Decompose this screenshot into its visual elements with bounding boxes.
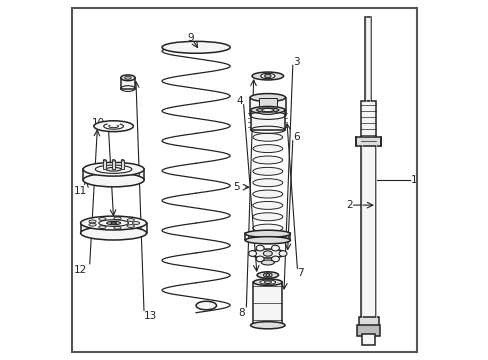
- Text: 7: 7: [297, 268, 304, 278]
- Bar: [355, 137, 381, 146]
- Ellipse shape: [81, 226, 146, 240]
- Bar: [244, 233, 290, 240]
- Ellipse shape: [114, 217, 121, 220]
- Ellipse shape: [260, 280, 275, 284]
- Ellipse shape: [252, 202, 282, 210]
- Bar: [112, 160, 115, 169]
- Ellipse shape: [259, 109, 276, 114]
- Bar: [360, 144, 376, 318]
- Ellipse shape: [244, 230, 290, 237]
- Bar: [121, 160, 124, 169]
- Ellipse shape: [252, 133, 282, 141]
- Ellipse shape: [265, 274, 269, 276]
- Ellipse shape: [252, 224, 282, 232]
- Ellipse shape: [124, 76, 131, 79]
- Bar: [253, 282, 282, 325]
- Ellipse shape: [99, 226, 106, 229]
- Ellipse shape: [244, 237, 290, 244]
- Ellipse shape: [279, 251, 286, 256]
- Text: 5: 5: [233, 182, 240, 192]
- Ellipse shape: [252, 122, 282, 130]
- Ellipse shape: [261, 108, 273, 112]
- Bar: [103, 160, 106, 169]
- Ellipse shape: [257, 272, 278, 278]
- Ellipse shape: [252, 213, 282, 221]
- Ellipse shape: [263, 251, 272, 256]
- Ellipse shape: [256, 108, 279, 112]
- Ellipse shape: [252, 111, 282, 118]
- Ellipse shape: [83, 173, 144, 187]
- Ellipse shape: [121, 75, 135, 81]
- Ellipse shape: [99, 217, 106, 220]
- Ellipse shape: [260, 73, 274, 79]
- Ellipse shape: [263, 273, 271, 277]
- Bar: [261, 253, 274, 262]
- Ellipse shape: [252, 179, 282, 187]
- Ellipse shape: [252, 190, 282, 198]
- Text: 3: 3: [292, 57, 299, 67]
- Ellipse shape: [121, 159, 124, 161]
- Ellipse shape: [81, 216, 146, 230]
- Ellipse shape: [132, 222, 140, 225]
- Bar: [259, 98, 276, 112]
- Polygon shape: [107, 123, 119, 126]
- Text: 12: 12: [74, 265, 87, 275]
- Ellipse shape: [103, 123, 123, 129]
- Ellipse shape: [127, 225, 134, 228]
- Text: 10: 10: [92, 118, 105, 128]
- Ellipse shape: [251, 72, 283, 80]
- Ellipse shape: [94, 121, 133, 132]
- Ellipse shape: [89, 220, 96, 223]
- Ellipse shape: [252, 156, 282, 164]
- Ellipse shape: [252, 99, 282, 107]
- Ellipse shape: [252, 167, 282, 175]
- Ellipse shape: [114, 226, 121, 229]
- Text: 9: 9: [187, 33, 194, 43]
- Bar: [362, 334, 374, 345]
- Bar: [357, 325, 379, 336]
- Bar: [358, 317, 378, 327]
- Ellipse shape: [250, 321, 285, 329]
- Bar: [365, 17, 370, 101]
- Text: 1: 1: [410, 175, 417, 185]
- Bar: [81, 223, 146, 233]
- Ellipse shape: [89, 223, 96, 226]
- Ellipse shape: [127, 219, 134, 221]
- Text: 2: 2: [346, 200, 353, 210]
- Ellipse shape: [162, 41, 230, 53]
- Text: 6: 6: [292, 132, 299, 142]
- Ellipse shape: [261, 260, 274, 265]
- Ellipse shape: [249, 94, 285, 102]
- Ellipse shape: [253, 279, 282, 285]
- Ellipse shape: [103, 159, 106, 161]
- Text: 8: 8: [237, 308, 244, 318]
- Ellipse shape: [108, 125, 118, 128]
- Ellipse shape: [106, 167, 121, 171]
- Bar: [249, 98, 285, 116]
- Text: 11: 11: [73, 186, 86, 196]
- Ellipse shape: [106, 221, 120, 225]
- Text: 4: 4: [236, 96, 242, 106]
- Ellipse shape: [256, 245, 264, 251]
- Bar: [83, 169, 144, 180]
- Text: 13: 13: [144, 311, 157, 321]
- Ellipse shape: [250, 107, 285, 114]
- Ellipse shape: [112, 159, 115, 161]
- Ellipse shape: [252, 145, 282, 153]
- Ellipse shape: [83, 162, 144, 176]
- Bar: [121, 78, 135, 89]
- Ellipse shape: [110, 222, 116, 224]
- Ellipse shape: [256, 256, 264, 262]
- Ellipse shape: [271, 245, 279, 251]
- Ellipse shape: [95, 165, 132, 174]
- Ellipse shape: [271, 256, 279, 262]
- Ellipse shape: [264, 281, 271, 284]
- Bar: [360, 101, 376, 144]
- Ellipse shape: [249, 249, 285, 258]
- Ellipse shape: [264, 74, 270, 78]
- Bar: [250, 110, 285, 130]
- Ellipse shape: [196, 301, 216, 310]
- Ellipse shape: [248, 251, 256, 256]
